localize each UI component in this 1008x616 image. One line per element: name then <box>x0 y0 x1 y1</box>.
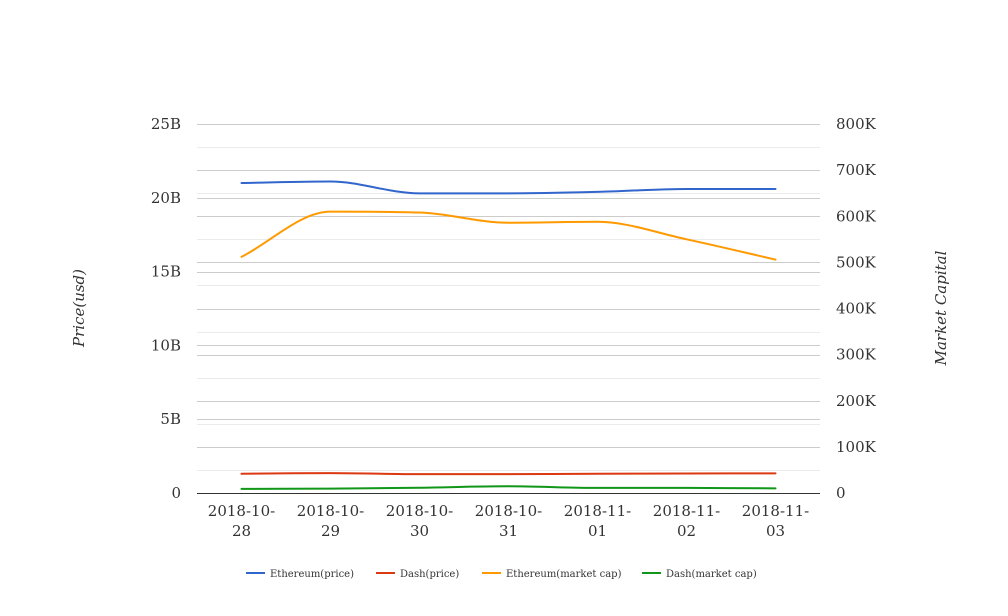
x-tick-label: 2018-11-02 <box>653 502 720 540</box>
left-y-axis-ticks: 0 5B 10B 15B 20B 25B <box>151 115 181 502</box>
right-y-tick-label: 100K <box>836 438 877 456</box>
series-line-dash-price <box>240 472 777 476</box>
right-y-axis-ticks: 0 100K 200K 300K 400K 500K 600K 700K 800K <box>836 115 877 502</box>
left-y-tick-label: 20B <box>151 189 181 207</box>
x-tick-label: 2018-11-03 <box>742 502 809 540</box>
right-y-tick-label: 400K <box>836 300 877 318</box>
left-y-tick-label: 5B <box>160 410 181 428</box>
legend: Ethereum(price) Dash(price) Ethereum(marke… <box>246 569 757 580</box>
x-tick-label: 2018-10-31 <box>475 502 542 540</box>
grid-lines <box>197 124 820 471</box>
x-tick-label: 2018-10-28 <box>208 502 275 540</box>
series-lines <box>240 180 777 490</box>
x-tick-label: 2018-10-29 <box>297 502 364 540</box>
series-line-ethereum-price <box>240 180 777 195</box>
right-y-tick-label: 700K <box>836 161 877 179</box>
legend-label-ethereum-price: Ethereum(price) <box>270 569 354 580</box>
right-y-tick-label: 300K <box>836 346 877 364</box>
right-y-tick-label: 800K <box>836 115 877 133</box>
x-tick-label: 2018-10-30 <box>386 502 453 540</box>
legend-label-dash-market-cap: Dash(market cap) <box>666 569 757 580</box>
x-tick-label: 2018-11-01 <box>564 502 631 540</box>
series-line-ethereum-market-cap <box>240 210 777 261</box>
legend-label-ethereum-market-cap: Ethereum(market cap) <box>506 569 622 580</box>
series-line-dash-market-cap <box>240 485 777 490</box>
left-y-tick-label: 25B <box>151 115 181 133</box>
right-y-tick-label: 200K <box>836 392 877 410</box>
left-y-tick-label: 10B <box>151 336 181 354</box>
left-y-tick-label: 0 <box>171 484 181 502</box>
right-y-axis-title: Market Capital <box>932 250 950 366</box>
x-axis-ticks: 2018-10-28 2018-10-29 2018-10-30 2018-10-31… <box>208 502 809 540</box>
right-y-tick-label: 500K <box>836 253 877 271</box>
legend-label-dash-price: Dash(price) <box>400 569 459 580</box>
right-y-tick-label: 0 <box>836 484 846 502</box>
left-y-axis-title: Price(usd) <box>70 269 88 348</box>
left-y-tick-label: 15B <box>151 263 181 281</box>
right-y-tick-label: 600K <box>836 207 877 225</box>
